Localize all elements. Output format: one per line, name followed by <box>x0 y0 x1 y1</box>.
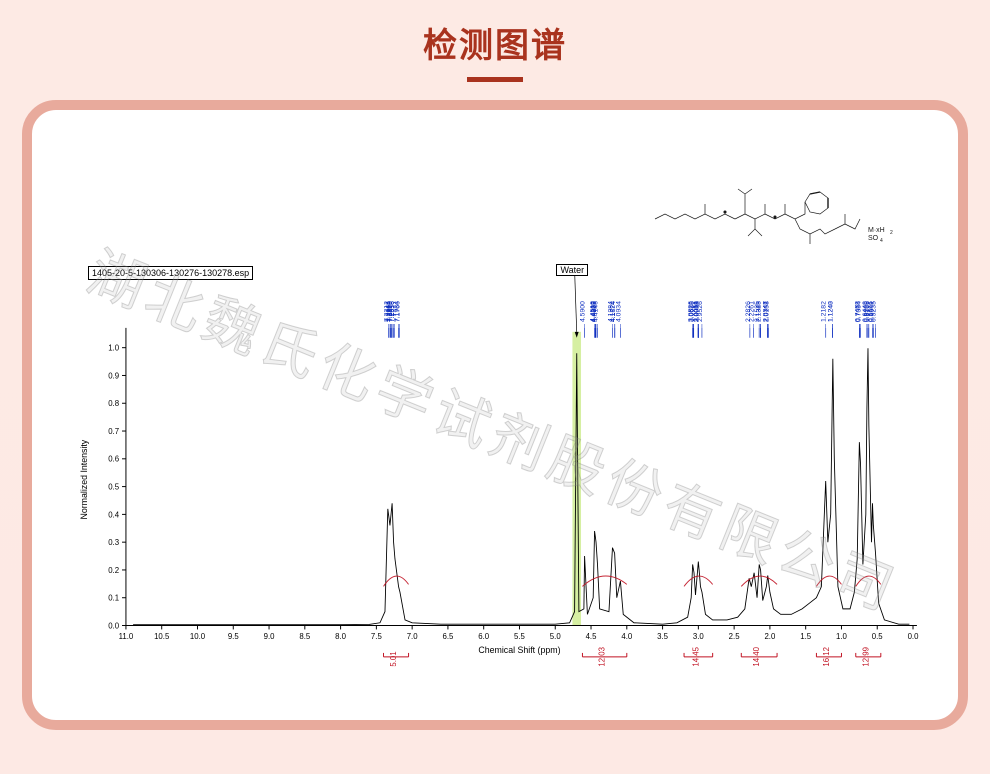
svg-text:0.8: 0.8 <box>108 399 120 408</box>
svg-text:2.0: 2.0 <box>764 632 776 641</box>
svg-text:0.1: 0.1 <box>108 594 119 603</box>
svg-text:9.5: 9.5 <box>228 632 240 641</box>
svg-text:0.2: 0.2 <box>108 566 119 575</box>
svg-text:2.0347: 2.0347 <box>762 301 769 322</box>
svg-text:0.3: 0.3 <box>108 538 120 547</box>
svg-text:7.0: 7.0 <box>407 632 419 641</box>
svg-text:6.0: 6.0 <box>478 632 490 641</box>
svg-text:0.5235: 0.5235 <box>871 301 878 322</box>
chart-area: 1405-20-5-130306-130276-130278.esp <box>56 138 934 696</box>
title-block: 检测图谱 <box>22 18 968 82</box>
svg-text:4.5900: 4.5900 <box>580 301 587 322</box>
nmr-spectrum: 0.0 0.1 0.2 0.3 0.4 0.5 0.6 0.7 0.8 0.9 1.0 Normali… <box>56 138 934 696</box>
svg-text:5.01: 5.01 <box>389 651 398 666</box>
svg-text:0.7: 0.7 <box>108 427 119 436</box>
svg-text:0.6: 0.6 <box>108 455 120 464</box>
svg-text:3.0: 3.0 <box>693 632 705 641</box>
svg-text:16.12: 16.12 <box>822 647 831 667</box>
svg-text:4.0: 4.0 <box>621 632 633 641</box>
svg-text:2.5: 2.5 <box>729 632 741 641</box>
page-title: 检测图谱 <box>22 18 968 67</box>
svg-text:4.5: 4.5 <box>586 632 598 641</box>
water-peak-label: Water <box>556 264 588 276</box>
svg-text:3.5: 3.5 <box>657 632 669 641</box>
svg-text:0.0: 0.0 <box>908 632 920 641</box>
svg-text:1.1240: 1.1240 <box>828 301 835 322</box>
svg-text:7.5: 7.5 <box>371 632 383 641</box>
svg-text:1.0: 1.0 <box>836 632 848 641</box>
svg-text:4.0934: 4.0934 <box>615 301 622 322</box>
svg-text:5.0: 5.0 <box>550 632 562 641</box>
spectrum-panel: 1405-20-5-130306-130276-130278.esp <box>22 100 968 730</box>
svg-text:2.9526: 2.9526 <box>697 301 704 322</box>
svg-text:14.40: 14.40 <box>752 646 761 666</box>
svg-text:6.5: 6.5 <box>442 632 454 641</box>
svg-text:12.99: 12.99 <box>861 647 870 667</box>
page-root: 检测图谱 1405-20-5-130306-130276-130278.esp <box>0 0 990 774</box>
svg-text:12.03: 12.03 <box>598 646 607 666</box>
svg-text:2.1323: 2.1323 <box>755 301 762 322</box>
svg-text:14.45: 14.45 <box>691 646 700 666</box>
svg-text:5.5: 5.5 <box>514 632 526 641</box>
svg-text:10.0: 10.0 <box>190 632 206 641</box>
svg-text:10.5: 10.5 <box>154 632 170 641</box>
svg-text:7.1766: 7.1766 <box>394 301 401 322</box>
svg-text:1.5: 1.5 <box>800 632 812 641</box>
svg-text:0.5: 0.5 <box>872 632 884 641</box>
svg-text:8.0: 8.0 <box>335 632 347 641</box>
svg-text:9.0: 9.0 <box>264 632 276 641</box>
svg-text:1.0: 1.0 <box>108 344 120 353</box>
svg-text:0.0: 0.0 <box>108 621 120 630</box>
svg-text:4.4146: 4.4146 <box>592 301 599 322</box>
svg-text:0.4: 0.4 <box>108 510 120 519</box>
svg-text:0.9: 0.9 <box>108 371 119 380</box>
svg-text:8.5: 8.5 <box>299 632 311 641</box>
title-underline <box>467 77 523 82</box>
svg-text:Chemical Shift (ppm): Chemical Shift (ppm) <box>478 645 560 655</box>
svg-text:0.5: 0.5 <box>108 483 120 492</box>
svg-text:11.0: 11.0 <box>119 632 134 641</box>
svg-text:Normalized Intensity: Normalized Intensity <box>79 439 89 519</box>
